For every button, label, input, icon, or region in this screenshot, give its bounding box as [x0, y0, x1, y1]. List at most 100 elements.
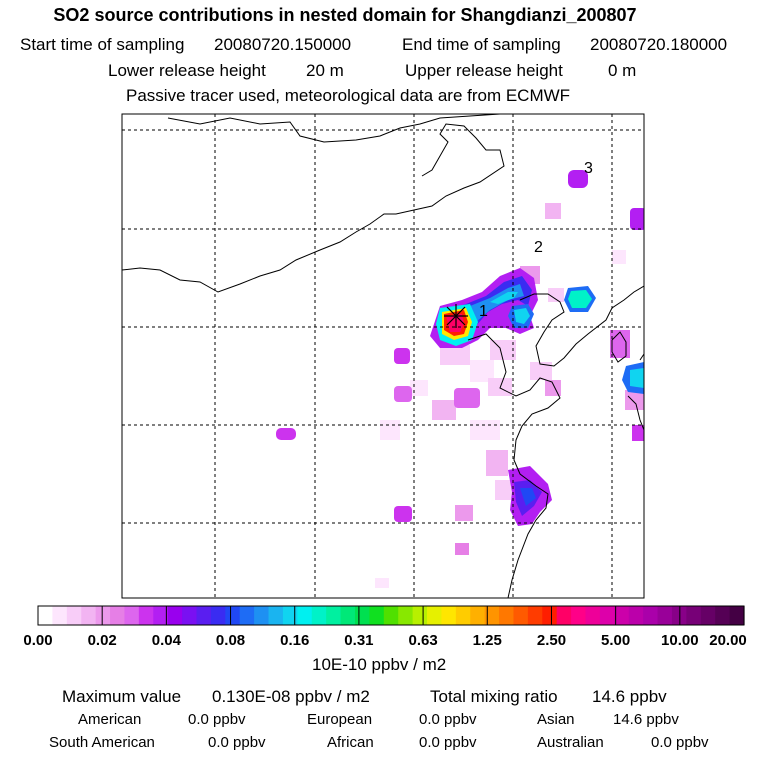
- colorbar-cell: [95, 606, 111, 625]
- plume-cell: [455, 505, 473, 521]
- plume-cell: [545, 203, 561, 219]
- colorbar-cell: [138, 606, 154, 625]
- colorbar-cell: [556, 606, 572, 625]
- colorbar-tick-label: 1.25: [472, 632, 502, 649]
- colorbar-cell: [225, 606, 241, 625]
- colorbar-cell: [585, 606, 601, 625]
- region-value: 0.0 ppbv: [188, 711, 246, 728]
- region-name: European: [307, 711, 373, 728]
- colorbar-cell: [38, 606, 54, 625]
- chart-title: SO2 source contributions in nested domai…: [53, 5, 637, 25]
- coastline: [519, 285, 644, 367]
- colorbar-cell: [700, 606, 716, 625]
- plume-cell: [454, 388, 480, 408]
- colorbar-cell: [527, 606, 543, 625]
- lower-height-value: 20 m: [306, 61, 344, 80]
- coastline: [627, 395, 644, 431]
- plume-cell: [630, 368, 644, 388]
- region-name: African: [327, 734, 374, 751]
- colorbar-cell: [715, 606, 731, 625]
- colorbar-cell: [110, 606, 126, 625]
- coastlines: [122, 114, 644, 598]
- plume-cell: [632, 425, 644, 441]
- colorbar-cell: [369, 606, 385, 625]
- colorbar-cell: [657, 606, 673, 625]
- colorbar-tick-label: 0.00: [23, 632, 53, 649]
- total-mixing-label: Total mixing ratio: [430, 687, 558, 706]
- end-time-label: End time of sampling: [402, 35, 561, 54]
- colorbar-cell: [455, 606, 471, 625]
- colorbar-cell: [354, 606, 370, 625]
- region-name: South American: [49, 734, 155, 751]
- site-label-1: 1: [479, 303, 488, 320]
- colorbar-unit: 10E-10 ppbv / m2: [312, 655, 447, 674]
- plume-cell: [495, 480, 513, 500]
- colorbar-cell: [66, 606, 82, 625]
- border: [122, 123, 505, 293]
- plume-cell: [375, 578, 389, 588]
- colorbar-cell: [81, 606, 97, 625]
- start-time-value: 20080720.150000: [214, 35, 352, 54]
- plume-cell: [520, 488, 536, 506]
- colorbar-cell: [268, 606, 284, 625]
- station-marker: [444, 304, 468, 328]
- coastline: [639, 353, 644, 361]
- colorbar-cell: [513, 606, 529, 625]
- colorbar-tick-label: 10.00: [661, 632, 699, 649]
- coastline: [611, 331, 627, 363]
- plume-cell: [625, 390, 644, 410]
- colorbar-cell: [297, 606, 313, 625]
- coastline: [167, 114, 501, 143]
- region-value: 0.0 ppbv: [419, 734, 477, 751]
- region-name: Asian: [537, 711, 575, 728]
- region-value: 0.0 ppbv: [651, 734, 709, 751]
- plume-cell: [394, 386, 412, 402]
- max-value-label: Maximum value: [62, 687, 182, 706]
- colorbar-cell: [210, 606, 226, 625]
- plume-cell: [514, 308, 530, 324]
- station-marker-line: [446, 306, 466, 326]
- coastline: [467, 333, 561, 598]
- plume-cell: [568, 170, 588, 188]
- colorbar-cell: [441, 606, 457, 625]
- colorbar-cell: [427, 606, 443, 625]
- upper-height-label: Upper release height: [405, 61, 563, 80]
- site-label-2: 2: [534, 239, 543, 256]
- plume-cell: [490, 292, 518, 304]
- colorbar-cell: [182, 606, 198, 625]
- colorbar-tick-label: 0.63: [408, 632, 438, 649]
- colorbar-cell: [643, 606, 659, 625]
- colorbar-tick-label: 0.04: [151, 632, 181, 649]
- colorbar-cell: [484, 606, 500, 625]
- colorbar-cell: [196, 606, 212, 625]
- colorbar-cell: [153, 606, 169, 625]
- colorbar-tick-label: 2.50: [536, 632, 567, 649]
- colorbar-cell: [124, 606, 140, 625]
- colorbar-cell: [383, 606, 399, 625]
- colorbar-tick-label: 0.31: [344, 632, 374, 649]
- graticule: [122, 114, 644, 598]
- colorbar-cell: [52, 606, 68, 625]
- start-time-label: Start time of sampling: [20, 35, 185, 54]
- total-mixing-value: 14.6 ppbv: [592, 687, 667, 706]
- max-value: 0.130E-08 ppbv / m2: [212, 687, 370, 706]
- region-value: 0.0 ppbv: [419, 711, 477, 728]
- colorbar-cell: [542, 606, 558, 625]
- colorbar-tick-label: 20.00: [709, 632, 747, 649]
- colorbar-cell: [628, 606, 644, 625]
- colorbar-cell: [599, 606, 615, 625]
- plume-cell: [276, 428, 296, 440]
- colorbar-cell: [729, 606, 745, 625]
- colorbar-cells: [38, 606, 745, 625]
- plume-cell: [548, 288, 564, 302]
- region-value: 0.0 ppbv: [208, 734, 266, 751]
- plume-cell: [486, 450, 508, 476]
- colorbar-tick-label: 0.08: [215, 632, 246, 649]
- colorbar-cell: [239, 606, 255, 625]
- colorbar-cell: [282, 606, 298, 625]
- plume-cell: [568, 290, 592, 308]
- map-frame: [121, 113, 645, 599]
- plume-cell: [455, 543, 469, 555]
- colorbar-cell: [686, 606, 702, 625]
